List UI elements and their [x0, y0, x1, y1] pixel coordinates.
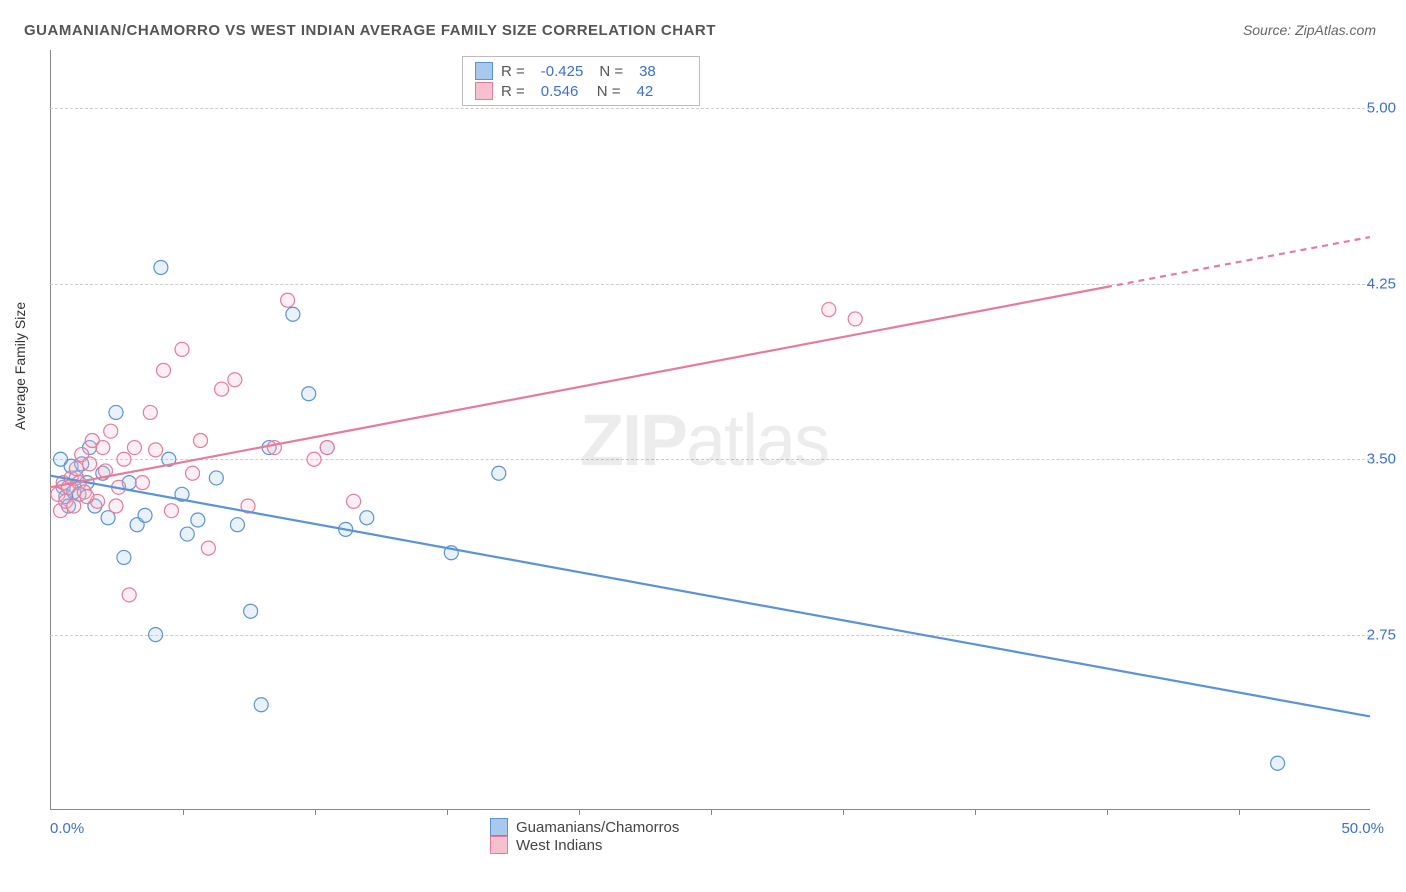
scatter-point-guamanians	[149, 628, 163, 642]
legend-swatch	[490, 818, 508, 836]
legend-stats-row-guamanians: R = -0.425 N = 38	[475, 61, 687, 81]
scatter-point-west_indians	[320, 441, 334, 455]
scatter-point-west_indians	[307, 452, 321, 466]
r-value: -0.425	[533, 63, 592, 80]
n-value: 42	[629, 83, 685, 100]
scatter-point-guamanians	[154, 260, 168, 274]
trendline-west_indians	[50, 287, 1106, 487]
scatter-point-west_indians	[848, 312, 862, 326]
n-label: N =	[597, 83, 621, 100]
scatter-point-guamanians	[302, 387, 316, 401]
scatter-point-west_indians	[122, 588, 136, 602]
legend-stats-row-west_indians: R = 0.546 N = 42	[475, 81, 687, 101]
n-label: N =	[599, 63, 623, 80]
scatter-point-west_indians	[109, 499, 123, 513]
scatter-point-guamanians	[492, 466, 506, 480]
legend-series-item-guamanians: Guamanians/Chamorros	[490, 818, 679, 836]
r-value: 0.546	[533, 83, 589, 100]
r-label: R =	[501, 83, 525, 100]
plot-svg	[50, 50, 1370, 810]
trendline-west_indians-extrapolated	[1106, 237, 1370, 287]
scatter-point-west_indians	[83, 457, 97, 471]
scatter-point-west_indians	[186, 466, 200, 480]
legend-series-label: West Indians	[516, 837, 602, 854]
scatter-point-guamanians	[109, 405, 123, 419]
scatter-point-west_indians	[143, 405, 157, 419]
scatter-point-guamanians	[1271, 756, 1285, 770]
scatter-point-guamanians	[191, 513, 205, 527]
scatter-point-west_indians	[149, 443, 163, 457]
y-tick-label: 4.25	[1367, 275, 1396, 292]
scatter-point-guamanians	[209, 471, 223, 485]
scatter-point-guamanians	[286, 307, 300, 321]
scatter-point-guamanians	[230, 518, 244, 532]
scatter-point-west_indians	[228, 373, 242, 387]
scatter-point-west_indians	[267, 441, 281, 455]
scatter-point-west_indians	[117, 452, 131, 466]
scatter-point-guamanians	[254, 698, 268, 712]
legend-series-label: Guamanians/Chamorros	[516, 819, 679, 836]
scatter-point-west_indians	[215, 382, 229, 396]
legend-swatch	[475, 82, 493, 100]
scatter-point-west_indians	[164, 504, 178, 518]
scatter-point-west_indians	[193, 434, 207, 448]
y-axis-label: Average Family Size	[12, 302, 28, 430]
scatter-point-west_indians	[80, 490, 94, 504]
chart-title: GUAMANIAN/CHAMORRO VS WEST INDIAN AVERAG…	[24, 22, 716, 39]
scatter-point-west_indians	[175, 342, 189, 356]
scatter-point-guamanians	[360, 511, 374, 525]
scatter-point-guamanians	[117, 550, 131, 564]
x-axis-end-label: 50.0%	[1341, 820, 1384, 837]
legend-stats: R = -0.425 N = 38 R = 0.546 N = 42	[462, 56, 700, 106]
scatter-point-guamanians	[244, 604, 258, 618]
y-tick-label: 5.00	[1367, 100, 1396, 117]
y-tick-label: 3.50	[1367, 451, 1396, 468]
scatter-point-west_indians	[135, 476, 149, 490]
trendline-guamanians	[50, 476, 1370, 717]
legend-series-item-west_indians: West Indians	[490, 836, 679, 854]
y-tick-label: 2.75	[1367, 626, 1396, 643]
scatter-point-west_indians	[67, 499, 81, 513]
scatter-point-west_indians	[201, 541, 215, 555]
scatter-point-guamanians	[180, 527, 194, 541]
scatter-point-west_indians	[69, 462, 83, 476]
x-axis-start-label: 0.0%	[50, 820, 84, 837]
scatter-point-west_indians	[347, 494, 361, 508]
r-label: R =	[501, 63, 525, 80]
scatter-point-west_indians	[281, 293, 295, 307]
n-value: 38	[631, 63, 687, 80]
scatter-point-west_indians	[157, 363, 171, 377]
scatter-point-west_indians	[127, 441, 141, 455]
scatter-point-west_indians	[96, 441, 110, 455]
source-attribution: Source: ZipAtlas.com	[1243, 22, 1376, 38]
scatter-point-west_indians	[104, 424, 118, 438]
scatter-point-guamanians	[138, 508, 152, 522]
legend-swatch	[490, 836, 508, 854]
legend-series: Guamanians/ChamorrosWest Indians	[490, 818, 679, 854]
legend-swatch	[475, 62, 493, 80]
scatter-point-west_indians	[822, 303, 836, 317]
